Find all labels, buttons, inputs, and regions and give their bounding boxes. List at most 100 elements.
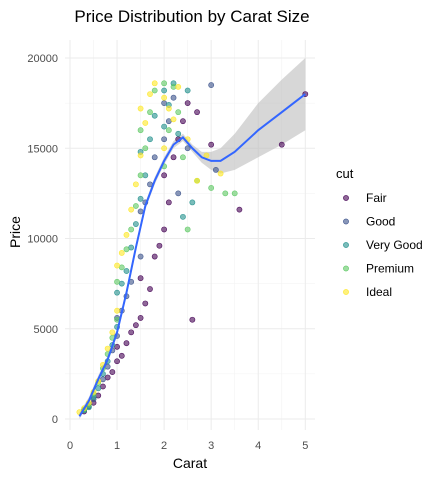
data-point-fair (114, 358, 120, 365)
data-point-very-good (137, 195, 144, 202)
data-point-good (151, 154, 158, 161)
y-axis-ticks: 0 5000 10000 15000 20000 (27, 53, 58, 426)
data-point-good (161, 136, 168, 143)
data-point-fair (180, 118, 186, 125)
data-point-fair (151, 253, 158, 260)
data-point-fair (278, 141, 285, 148)
data-point-premium (132, 203, 139, 209)
x-axis-ticks: 0 1 2 3 4 5 (67, 440, 308, 452)
legend-label-fair: Fair (366, 191, 387, 205)
data-point-fair (142, 300, 149, 307)
legend-key-fair (343, 195, 349, 201)
data-point-premium (165, 127, 172, 134)
data-point-very-good (132, 221, 139, 227)
data-point-fair (161, 172, 168, 179)
data-point-ideal (161, 145, 168, 152)
data-point-good (137, 208, 144, 215)
data-point-fair (170, 154, 177, 161)
legend-key-premium (343, 265, 349, 272)
data-point-very-good (184, 87, 191, 94)
data-point-premium (137, 127, 144, 134)
data-point-fair (123, 340, 130, 347)
data-point-very-good (147, 136, 153, 143)
smooth-line (78, 93, 306, 417)
legend-label-premium: Premium (366, 262, 414, 276)
y-tick-label: 15000 (27, 143, 58, 155)
data-point-ideal (203, 152, 210, 159)
data-point-very-good (189, 199, 196, 206)
x-axis-label: Carat (173, 455, 207, 471)
data-point-ideal (128, 206, 135, 213)
data-point-ideal (142, 120, 149, 126)
data-point-good (184, 145, 191, 152)
legend-key-good (343, 218, 349, 225)
legend-label-very-good: Very Good (366, 238, 423, 252)
data-point-very-good (114, 289, 120, 296)
data-point-ideal (194, 177, 200, 184)
data-point-premium (231, 190, 238, 197)
x-tick-label: 5 (302, 440, 308, 452)
data-point-fair (165, 199, 172, 206)
x-tick-label: 4 (255, 440, 261, 452)
data-point-premium (128, 226, 135, 233)
legend: cut Fair Good Very Good Premium Ideal (336, 166, 423, 299)
data-point-fair (189, 316, 196, 323)
data-point-good (137, 253, 144, 260)
data-point-fair (147, 286, 153, 292)
data-point-premium (184, 226, 191, 233)
data-point-premium (222, 190, 229, 197)
data-point-premium (123, 246, 130, 253)
legend-key-very-good (343, 242, 349, 248)
data-point-very-good (151, 112, 158, 119)
data-point-very-good (95, 385, 102, 392)
data-point-ideal (151, 80, 158, 87)
data-point-fair (184, 100, 191, 107)
data-point-ideal (147, 91, 153, 97)
x-tick-label: 3 (208, 440, 214, 452)
x-tick-label: 1 (114, 440, 120, 452)
data-point-premium (180, 154, 186, 161)
data-point-premium (147, 109, 153, 116)
data-point-ideal (114, 262, 120, 269)
data-point-ideal (104, 345, 111, 352)
data-point-fair (128, 329, 135, 336)
data-point-fair (109, 369, 116, 375)
legend-title: cut (336, 166, 354, 181)
legend-label-ideal: Ideal (366, 285, 392, 299)
data-point-ideal (217, 170, 224, 177)
data-point-premium (142, 145, 149, 152)
x-tick-label: 0 (67, 440, 73, 452)
data-point-ideal (109, 329, 116, 336)
y-tick-label: 0 (52, 414, 58, 426)
data-point-premium (114, 278, 120, 285)
y-tick-label: 5000 (34, 324, 58, 336)
data-point-ideal (137, 105, 144, 112)
data-point-very-good (180, 213, 186, 220)
data-point-good (208, 82, 215, 88)
data-point-very-good (175, 130, 182, 137)
data-point-premium (151, 87, 158, 94)
data-point-fair (137, 315, 144, 321)
data-point-very-good (123, 268, 130, 274)
data-point-fair (137, 275, 144, 282)
smooth-trend-line (78, 93, 306, 417)
data-point-very-good (161, 87, 168, 94)
data-point-ideal (165, 105, 172, 112)
data-point-premium (161, 80, 168, 87)
data-point-ideal (123, 231, 130, 238)
x-tick-label: 2 (161, 440, 167, 452)
data-point-good (175, 190, 182, 197)
y-tick-label: 10000 (27, 234, 58, 246)
data-point-ideal (132, 181, 139, 188)
data-point-fair (132, 322, 139, 329)
data-point-ideal (114, 307, 120, 314)
data-point-very-good (161, 123, 168, 130)
legend-key-ideal (343, 289, 349, 295)
data-point-good (212, 167, 219, 173)
data-point-fair (208, 141, 215, 148)
data-point-premium (137, 172, 144, 179)
data-point-premium (175, 109, 182, 116)
data-point-ideal (118, 250, 125, 256)
data-point-premium (208, 185, 215, 191)
